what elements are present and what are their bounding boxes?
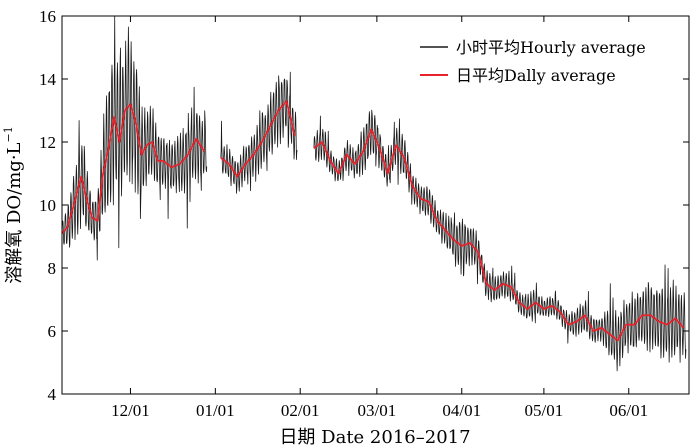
x-tick-label: 02/01 [281, 401, 320, 420]
hourly-average-line [220, 71, 298, 194]
x-tick-label: 06/01 [609, 401, 648, 420]
hourly-average-line [61, 15, 208, 261]
y-axis-title: 溶解氧 DO/mg·L [4, 142, 25, 283]
daily-average-line [220, 100, 296, 178]
y-tick-label: 14 [39, 70, 57, 89]
daily-average-line [61, 103, 206, 234]
y-tick-label: 12 [39, 133, 56, 152]
hourly-average-series [61, 15, 687, 372]
x-tick-label: 05/01 [525, 401, 564, 420]
y-axis-unit-superscript: −1 [2, 126, 15, 142]
y-tick-label: 10 [39, 196, 56, 215]
y-tick-label: 16 [39, 7, 56, 26]
x-tick-label: 04/01 [442, 401, 481, 420]
legend-label-hourly: 小时平均Hourly average [456, 38, 646, 57]
x-tick-label: 12/01 [111, 401, 150, 420]
daily-average-series [61, 100, 685, 342]
svg-text:溶解氧 DO/mg·L−1: 溶解氧 DO/mg·L−1 [2, 126, 25, 283]
x-tick-label: 03/01 [358, 401, 397, 420]
y-tick-label: 8 [48, 259, 57, 278]
hourly-average-line [313, 109, 687, 372]
y-tick-label: 4 [48, 385, 57, 404]
y-tick-label: 6 [48, 322, 57, 341]
y-axis-title-group: 溶解氧 DO/mg·L−1 [2, 126, 25, 283]
legend-label-daily: 日平均Dally average [456, 66, 616, 85]
x-axis-title: 日期 Date 2016–2017 [279, 427, 470, 448]
daily-average-line [313, 128, 685, 342]
y-axis: 4 6 8 10 12 14 16 [39, 7, 689, 404]
legend: 小时平均Hourly average 日平均Dally average [420, 38, 646, 85]
x-axis: 12/01 01/01 02/01 03/01 04/01 05/01 06/01 [111, 16, 648, 420]
x-tick-label: 01/01 [196, 401, 235, 420]
